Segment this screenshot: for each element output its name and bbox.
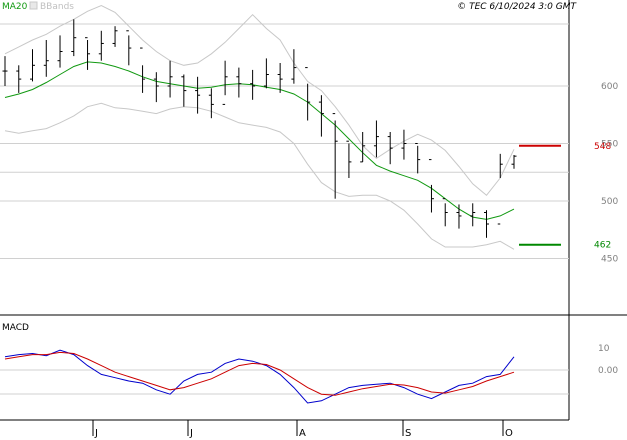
ohlc-bar bbox=[2, 56, 8, 86]
ohlc-bar bbox=[483, 210, 489, 238]
ohlc-bar bbox=[428, 159, 434, 213]
ohlc-bar bbox=[277, 63, 283, 93]
macd-lines bbox=[4, 349, 515, 404]
ohlc-bar bbox=[71, 19, 77, 57]
y-axis-labels: 600 550 500 450 bbox=[601, 82, 618, 265]
ohlc-bar bbox=[360, 132, 366, 163]
ohlc-bar bbox=[401, 129, 407, 160]
ohlc-bar bbox=[263, 58, 269, 89]
ohlc-bar bbox=[208, 88, 214, 119]
ohlc-bar bbox=[153, 72, 159, 103]
ohlc-bar bbox=[373, 120, 379, 158]
x-tick-label: A bbox=[299, 428, 306, 439]
ma20-group bbox=[4, 61, 515, 220]
level-label: 462 bbox=[594, 241, 611, 251]
ohlc-bar bbox=[98, 30, 104, 61]
ohlc-bar bbox=[43, 40, 49, 77]
ohlc-bar bbox=[140, 47, 146, 93]
ohlc-bar bbox=[497, 153, 503, 225]
macd-line bbox=[4, 349, 515, 404]
macd-signal-line bbox=[4, 351, 515, 396]
ma20-label: MA20 bbox=[2, 2, 28, 12]
ohlc-bar bbox=[167, 60, 173, 98]
ma20-line bbox=[4, 61, 515, 220]
ohlc-bar bbox=[387, 132, 393, 165]
ohlc-bar bbox=[16, 65, 22, 93]
copyright-label: © TEC 6/10/2024 3:0 GMT bbox=[457, 2, 577, 12]
ohlc-bar bbox=[112, 26, 118, 47]
bbands-label: BBands bbox=[40, 2, 74, 12]
ohlc-bar bbox=[85, 37, 91, 70]
ohlc-bar bbox=[332, 113, 338, 199]
x-tick-label: J bbox=[189, 428, 193, 439]
ohlc-bar bbox=[181, 74, 187, 107]
macd-tick-label: 0.00 bbox=[598, 366, 618, 376]
ohlc-bar bbox=[470, 203, 476, 227]
ohlc-bar bbox=[195, 76, 201, 114]
ohlc-bar bbox=[442, 198, 448, 227]
ohlc-bar bbox=[318, 95, 324, 137]
ohlc-bar bbox=[415, 143, 421, 174]
ohlc-bar bbox=[222, 60, 228, 105]
macd-axis-labels: 100.00 bbox=[598, 344, 618, 376]
ohlc-bar bbox=[346, 140, 352, 178]
x-tick-label: J bbox=[94, 428, 98, 439]
x-tick-label: S bbox=[405, 428, 411, 439]
ohlc-bar bbox=[511, 155, 517, 169]
ohlc-bar bbox=[236, 67, 242, 98]
macd-title: MACD bbox=[2, 323, 29, 333]
ohlc-bar bbox=[456, 204, 462, 229]
x-tick-label: O bbox=[505, 428, 513, 439]
y-tick-label: 500 bbox=[601, 197, 618, 207]
bbands-group bbox=[4, 4, 515, 250]
y-tick-label: 550 bbox=[601, 140, 618, 150]
macd-tick-label: 10 bbox=[598, 344, 610, 354]
ohlc-bar bbox=[250, 69, 256, 100]
y-tick-label: 450 bbox=[601, 255, 618, 265]
price-levels: 548 462 bbox=[519, 142, 611, 251]
ohlc-bar bbox=[291, 49, 297, 84]
ohlc-bar bbox=[30, 49, 36, 82]
ohlc-bar bbox=[126, 30, 132, 66]
level-label: 548 bbox=[594, 142, 611, 152]
bbands-swatch bbox=[29, 1, 38, 10]
y-tick-label: 600 bbox=[601, 82, 618, 92]
ohlc-bar bbox=[57, 35, 63, 68]
bbands-lower-line bbox=[4, 102, 515, 250]
ohlc-bar bbox=[305, 67, 311, 121]
bbands-upper-line bbox=[4, 4, 515, 197]
price-grid bbox=[0, 23, 569, 259]
price-bars bbox=[2, 19, 517, 238]
